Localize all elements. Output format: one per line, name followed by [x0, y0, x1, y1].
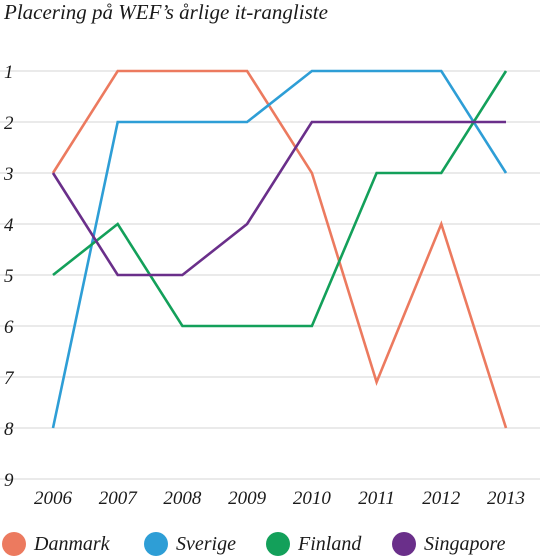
legend-item-singapore: Singapore — [392, 529, 505, 559]
legend-swatch-singapore — [392, 532, 416, 556]
legend-label-sverige: Sverige — [176, 532, 236, 555]
legend-item-finland: Finland — [266, 529, 361, 559]
y-tick-label: 9 — [4, 470, 14, 491]
x-tick-label: 2006 — [34, 488, 73, 509]
x-tick-label: 2010 — [293, 488, 332, 509]
grid-lines — [0, 70, 540, 480]
legend-item-sverige: Sverige — [144, 529, 236, 559]
y-tick-label: 1 — [4, 62, 14, 83]
y-tick-label: 2 — [4, 113, 14, 134]
legend-swatch-sverige — [144, 532, 168, 556]
y-tick-label: 5 — [4, 266, 14, 287]
legend-swatch-finland — [266, 532, 290, 556]
legend-swatch-danmark — [2, 532, 26, 556]
y-tick-label: 7 — [4, 368, 15, 389]
legend-label-finland: Finland — [298, 532, 362, 555]
x-tick-label: 2012 — [422, 488, 461, 509]
series-lines — [51, 69, 508, 429]
x-tick-label: 2007 — [99, 488, 139, 509]
x-tick-label: 2008 — [163, 488, 202, 509]
x-axis-tick-labels: 2006 2007 2008 2009 2010 2011 2012 2013 — [34, 488, 525, 509]
series-line-finland — [52, 70, 508, 328]
y-tick-label: 3 — [3, 164, 14, 185]
x-tick-label: 2009 — [228, 488, 267, 509]
series-line-singapore — [51, 120, 506, 277]
legend-label-danmark: Danmark — [34, 532, 110, 555]
x-tick-label: 2011 — [358, 488, 395, 509]
legend: Danmark Sverige Finland Singapore — [0, 529, 540, 559]
series-line-sverige — [51, 69, 508, 429]
y-tick-label: 8 — [4, 419, 14, 440]
legend-item-danmark: Danmark — [2, 529, 110, 559]
x-tick-label: 2013 — [487, 488, 525, 509]
y-tick-label: 6 — [4, 317, 14, 338]
chart-title: Placering på WEF’s årlige it-rangliste — [4, 0, 328, 24]
y-axis-tick-labels: 1 2 3 4 5 6 7 8 9 — [3, 62, 15, 491]
legend-label-singapore: Singapore — [424, 532, 506, 555]
y-tick-label: 4 — [4, 215, 14, 236]
series-line-danmark — [51, 69, 508, 429]
